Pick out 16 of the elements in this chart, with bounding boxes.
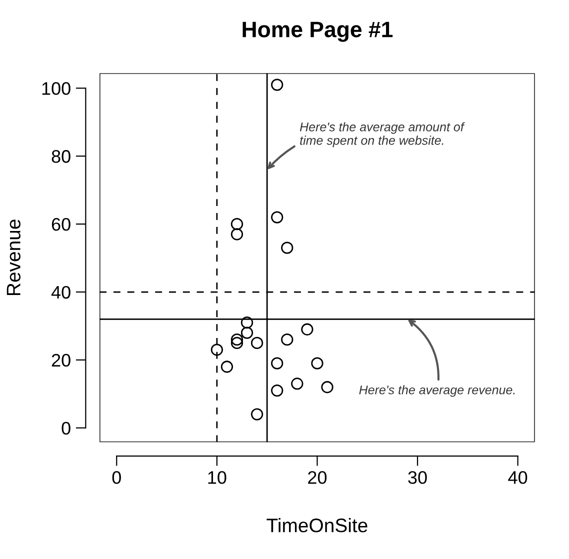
y-tick-label: 0 — [62, 422, 70, 435]
y-tick-label: 60 — [52, 218, 70, 231]
y-tick-label: 40 — [51, 286, 70, 299]
x-tick-label: 40 — [508, 471, 528, 484]
x-tick-label: 0 — [112, 471, 121, 484]
x-tick-label: 10 — [208, 471, 226, 484]
annotation: Here's the average amount of time spent on the website. — [300, 122, 465, 148]
y-tick-label: 100 — [42, 82, 70, 95]
y-tick-label: 20 — [52, 354, 70, 367]
y-axis-title: Revenue — [6, 220, 20, 296]
x-axis-title: TimeOnSite — [266, 518, 368, 532]
annotation: Here's the average revenue. — [359, 385, 515, 397]
y-tick-label: 80 — [52, 150, 70, 163]
x-tick-label: 30 — [408, 471, 427, 484]
x-tick-label: 20 — [308, 471, 327, 484]
chart-title: Home Page #1 — [242, 22, 393, 42]
